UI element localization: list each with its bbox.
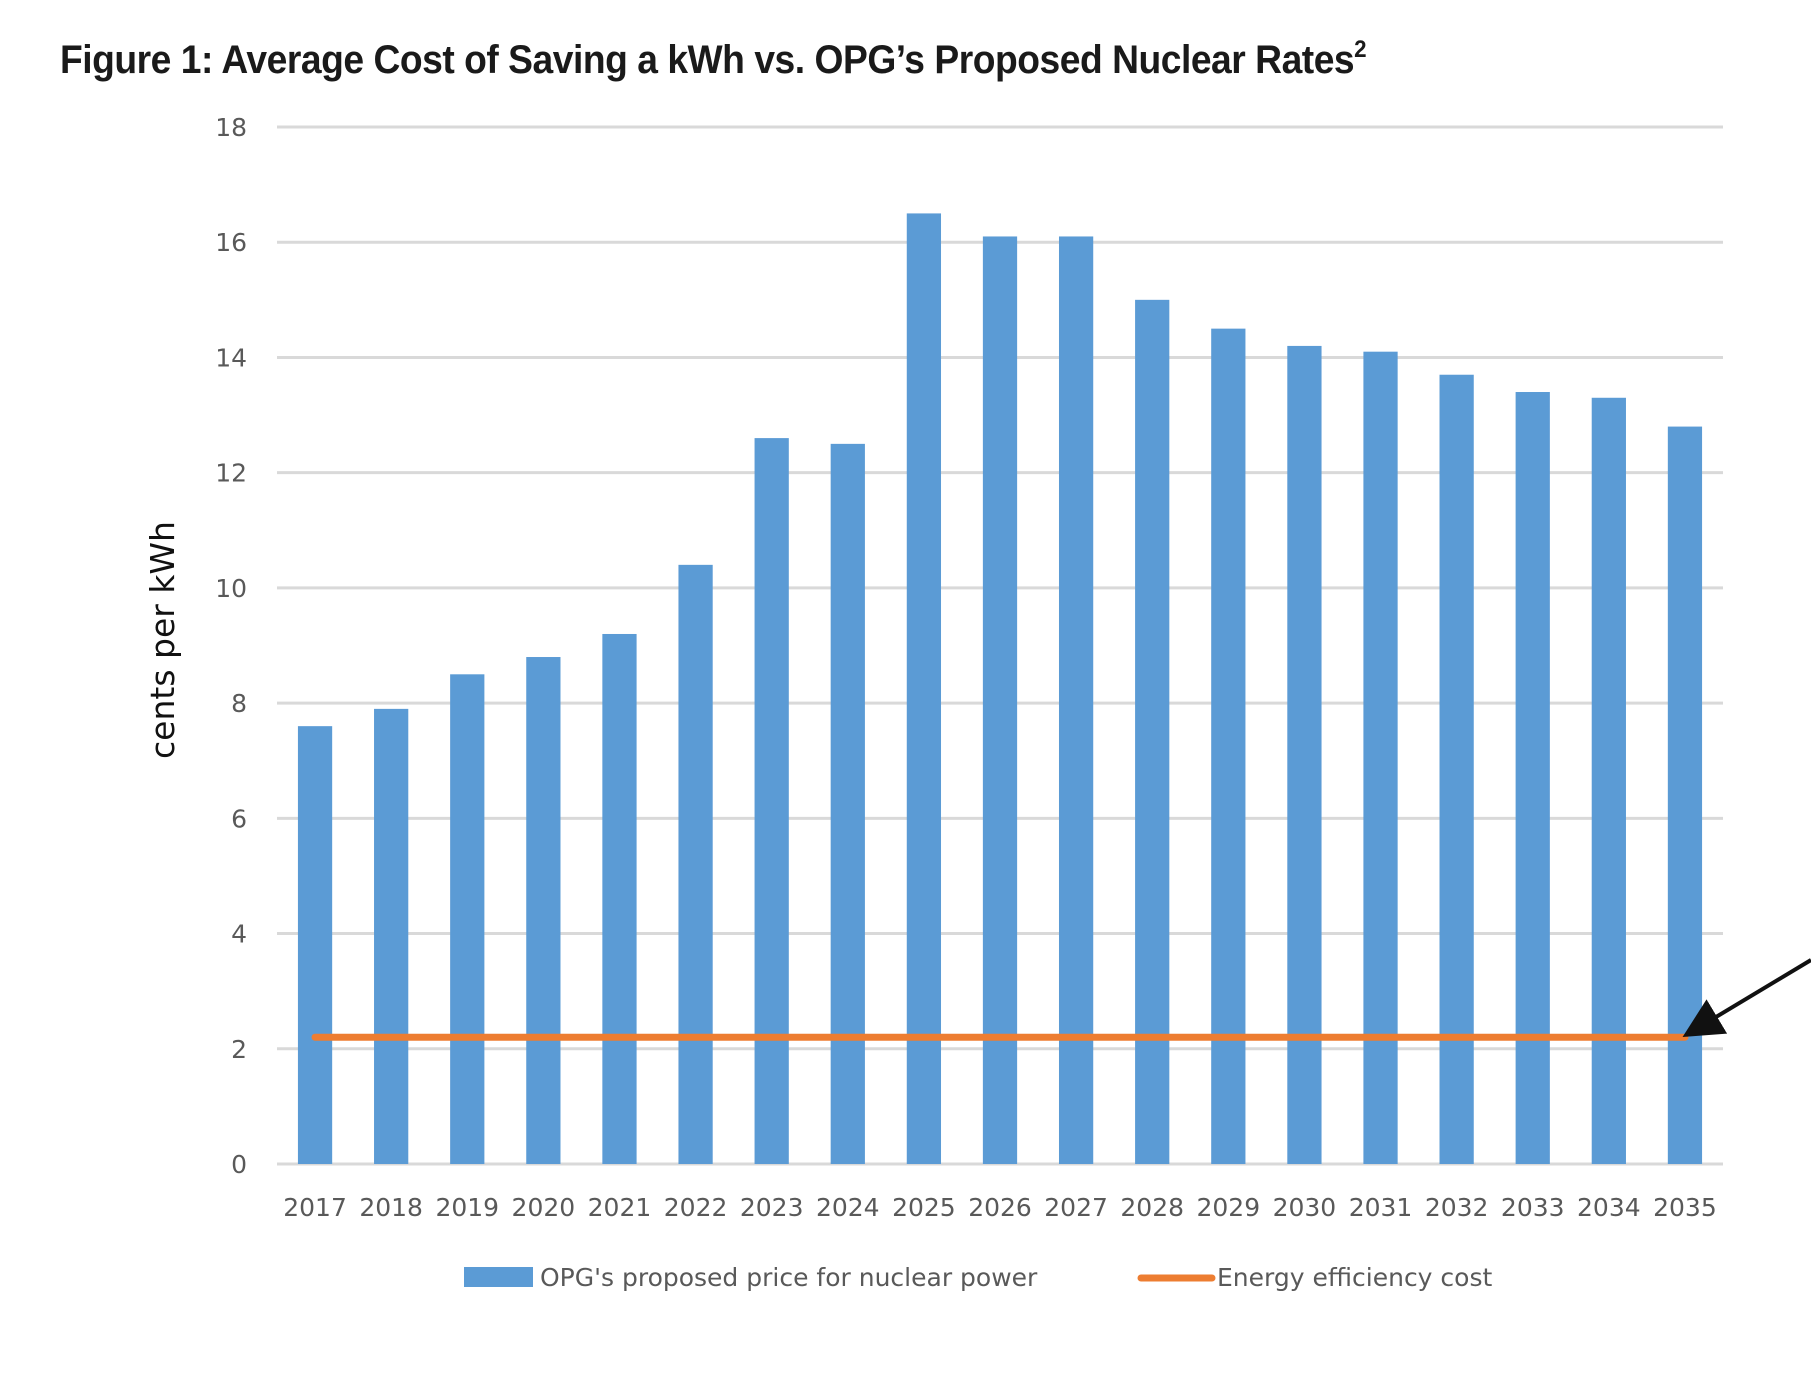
bar-2018 [374,708,409,1164]
y-tick-label: 16 [215,228,247,257]
x-tick-label: 2024 [816,1193,880,1222]
x-tick-label: 2021 [588,1193,652,1222]
x-tick-label: 2035 [1653,1193,1717,1222]
chart-title-text: Figure 1: Average Cost of Saving a kWh v… [60,38,1355,82]
legend-label-bar: OPG's proposed price for nuclear power [540,1263,1038,1292]
footnote-marker: 2 [1354,36,1367,63]
y-tick-label: 14 [215,343,247,372]
chart-title: Figure 1: Average Cost of Saving a kWh v… [60,36,1367,83]
x-tick-label: 2026 [968,1193,1032,1222]
x-tick-label: 2031 [1349,1193,1413,1222]
x-tick-label: 2030 [1273,1193,1337,1222]
annotation-arrow-icon [1682,958,1811,1038]
bar-2021 [602,633,637,1164]
bar-2033 [1515,392,1550,1164]
x-tick-label: 2018 [359,1193,423,1222]
bar-2028 [1135,299,1170,1164]
bar-2024 [830,443,865,1165]
x-tick-label: 2019 [435,1193,499,1222]
y-tick-label: 2 [231,1035,247,1064]
y-tick-label: 18 [215,113,247,142]
legend-swatch-bar [464,1267,533,1287]
x-tick-label: 2033 [1501,1193,1565,1222]
x-tick-label: 2017 [283,1193,347,1222]
bar-2020 [526,657,561,1164]
bar-2029 [1211,328,1246,1164]
x-axis-ticks: 2017 2018 2019 2020 2021 2022 2023 2024 2025 2026… [283,1193,1717,1222]
y-tick-label: 6 [231,804,247,833]
bar-2023 [754,438,789,1165]
bar-2017 [297,726,333,1164]
y-axis-label: cents per kWh [143,521,182,759]
bar-series [297,213,1703,1165]
y-axis-ticks: 0 2 4 6 8 10 12 14 16 18 [215,113,247,1179]
x-tick-label: 2025 [892,1193,956,1222]
bar-2032 [1439,374,1474,1164]
x-tick-label: 2022 [664,1193,728,1222]
legend-label-line: Energy efficiency cost [1217,1263,1492,1292]
x-tick-label: 2028 [1120,1193,1184,1222]
bar-2031 [1363,351,1398,1164]
bar-2019 [450,674,485,1164]
y-tick-label: 8 [231,689,247,718]
legend: OPG's proposed price for nuclear power E… [464,1263,1492,1292]
y-tick-label: 10 [215,574,247,603]
bar-2030 [1287,345,1322,1164]
x-tick-label: 2032 [1425,1193,1489,1222]
bar-2027 [1058,236,1094,1164]
bar-2026 [982,236,1018,1164]
x-tick-label: 2020 [512,1193,576,1222]
bar-2025 [906,213,942,1164]
bar-2022 [678,564,713,1164]
y-tick-label: 0 [231,1150,247,1179]
y-tick-label: 12 [215,459,247,488]
x-tick-label: 2034 [1577,1193,1641,1222]
bar-2035 [1667,426,1703,1165]
bar-2034 [1591,397,1626,1164]
x-tick-label: 2023 [740,1193,804,1222]
x-tick-label: 2029 [1197,1193,1261,1222]
x-tick-label: 2027 [1044,1193,1108,1222]
y-tick-label: 4 [231,920,247,949]
